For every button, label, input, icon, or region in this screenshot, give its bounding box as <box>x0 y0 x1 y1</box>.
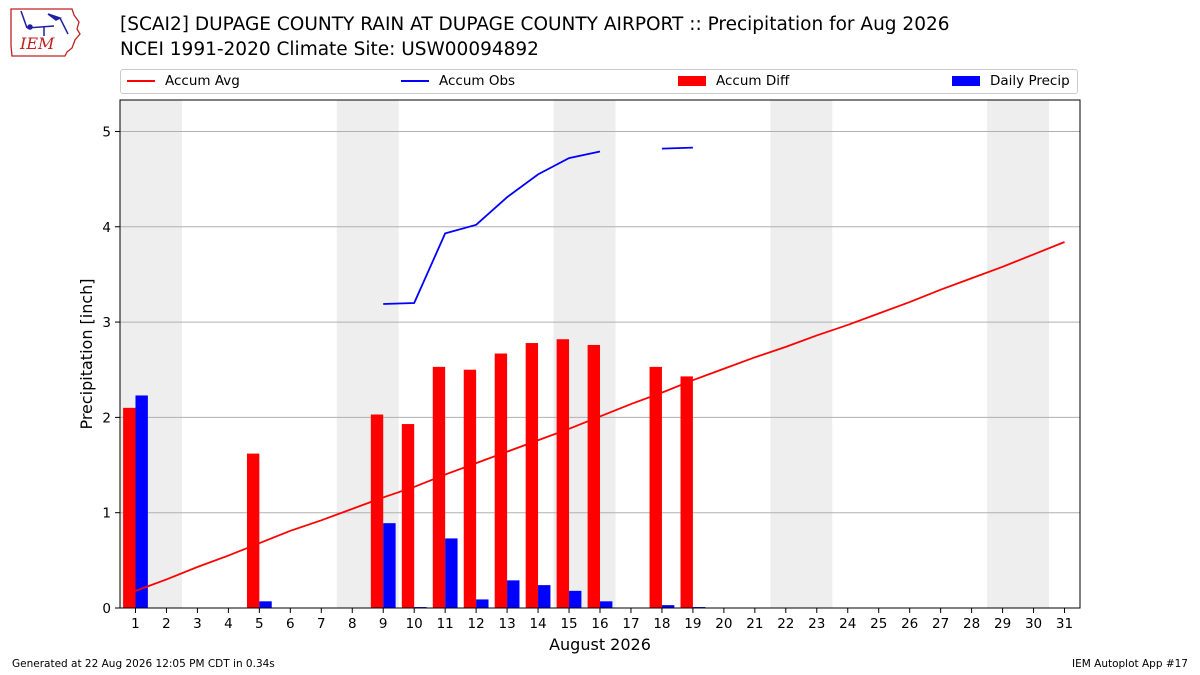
accum-obs-line-segment-1 <box>383 150 601 305</box>
x-tick-label-17: 17 <box>622 616 639 632</box>
accum-obs-line-segment-2 <box>661 146 693 150</box>
x-tick-label-12: 12 <box>468 616 485 632</box>
accum-diff-bar-day-15 <box>556 339 570 608</box>
title-line-1: [SCAI2] DUPAGE COUNTY RAIN AT DUPAGE COU… <box>120 14 950 35</box>
legend: Accum Avg Accum Obs Accum Diff Daily Pre… <box>120 69 1078 94</box>
legend-item-accum-diff: Accum Diff <box>678 73 789 89</box>
accum-diff-bar-day-1 <box>123 407 136 608</box>
daily-precip-bar-day-9 <box>383 523 396 608</box>
y-tick-label-5: 5 <box>102 124 111 140</box>
x-tick-label-16: 16 <box>591 616 608 632</box>
x-tick-label-24: 24 <box>839 616 856 632</box>
x-tick-label-11: 11 <box>437 616 454 632</box>
legend-line-red-icon <box>127 80 155 82</box>
x-tick-label-31: 31 <box>1056 616 1073 632</box>
legend-box-blue-icon <box>952 76 980 86</box>
y-tick-label-0: 0 <box>102 601 111 617</box>
app-credit: IEM Autoplot App #17 <box>1072 658 1188 670</box>
x-axis-label: August 2026 <box>549 635 651 654</box>
legend-label-accum-avg: Accum Avg <box>165 73 240 89</box>
x-tick-label-25: 25 <box>870 616 887 632</box>
x-tick-label-20: 20 <box>715 616 732 632</box>
x-tick-label-5: 5 <box>255 616 264 632</box>
x-tick-label-30: 30 <box>1025 616 1042 632</box>
y-tick-label-4: 4 <box>102 220 111 236</box>
x-tick-label-7: 7 <box>317 616 326 632</box>
iem-logo: IEM <box>10 8 81 57</box>
accum-diff-bar-day-11 <box>432 366 446 608</box>
legend-item-accum-avg: Accum Avg <box>127 73 240 89</box>
x-tick-label-13: 13 <box>499 616 516 632</box>
daily-precip-bar-day-11 <box>445 538 458 608</box>
legend-label-accum-obs: Accum Obs <box>439 73 516 89</box>
accum-avg-line <box>135 241 1065 592</box>
accum-diff-bar-day-16 <box>587 344 600 608</box>
x-tick-label-29: 29 <box>994 616 1011 632</box>
x-tick-label-15: 15 <box>560 616 577 632</box>
accum-diff-bar-day-18 <box>649 366 662 608</box>
weather-instruments-icon <box>20 10 69 36</box>
x-tick-label-8: 8 <box>348 616 357 632</box>
iowa-outline-icon <box>10 8 81 57</box>
daily-precip-bar-day-14 <box>538 585 551 608</box>
accum-diff-bar-day-9 <box>370 414 384 608</box>
y-tick-label-3: 3 <box>102 315 111 331</box>
y-tick-label-1: 1 <box>102 506 111 522</box>
x-tick-label-26: 26 <box>901 616 918 632</box>
accum-diff-bar-day-10 <box>401 424 415 608</box>
x-tick-label-14: 14 <box>529 616 546 632</box>
x-tick-label-18: 18 <box>653 616 670 632</box>
x-tick-label-2: 2 <box>162 616 171 632</box>
x-tick-label-4: 4 <box>224 616 233 632</box>
x-tick-label-1: 1 <box>131 616 140 632</box>
daily-precip-bar-day-15 <box>569 590 582 608</box>
generated-timestamp: Generated at 22 Aug 2026 12:05 PM CDT in… <box>12 658 275 670</box>
x-tick-label-6: 6 <box>286 616 295 632</box>
x-tick-label-9: 9 <box>379 616 388 632</box>
daily-precip-bar-day-12 <box>476 599 489 608</box>
daily-precip-bar-day-18 <box>661 605 675 608</box>
x-tick-label-22: 22 <box>777 616 794 632</box>
legend-item-daily-precip: Daily Precip <box>952 73 1070 89</box>
accum-diff-bar-day-19 <box>680 376 693 608</box>
x-tick-label-19: 19 <box>684 616 701 632</box>
accum-diff-bar-day-14 <box>525 343 539 608</box>
accum-diff-bar-day-5 <box>246 453 260 608</box>
x-tick-label-21: 21 <box>746 616 763 632</box>
weekend-band-5 <box>987 100 1050 608</box>
daily-precip-bar-day-13 <box>507 580 520 608</box>
daily-precip-bar-day-16 <box>600 601 613 608</box>
legend-box-red-icon <box>678 76 706 86</box>
x-tick-label-27: 27 <box>932 616 949 632</box>
legend-line-blue-icon <box>401 80 429 82</box>
x-tick-label-10: 10 <box>406 616 423 632</box>
x-tick-label-23: 23 <box>808 616 825 632</box>
daily-precip-bar-day-5 <box>259 601 272 608</box>
accum-diff-bar-day-12 <box>463 369 477 608</box>
legend-label-daily-precip: Daily Precip <box>990 73 1070 89</box>
legend-label-accum-diff: Accum Diff <box>716 73 790 89</box>
daily-precip-bar-day-1 <box>135 395 148 608</box>
chart-title: [SCAI2] DUPAGE COUNTY RAIN AT DUPAGE COU… <box>120 12 950 62</box>
title-line-2: NCEI 1991-2020 Climate Site: USW00094892 <box>120 39 539 60</box>
logo-text: IEM <box>19 34 55 53</box>
x-tick-label-3: 3 <box>193 616 202 632</box>
y-axis-label: Precipitation [inch] <box>77 278 96 429</box>
legend-item-accum-obs: Accum Obs <box>401 73 515 89</box>
x-tick-label-28: 28 <box>963 616 980 632</box>
weekend-band-4 <box>770 100 833 608</box>
accum-diff-bar-day-13 <box>494 353 508 608</box>
y-tick-label-2: 2 <box>102 410 111 426</box>
